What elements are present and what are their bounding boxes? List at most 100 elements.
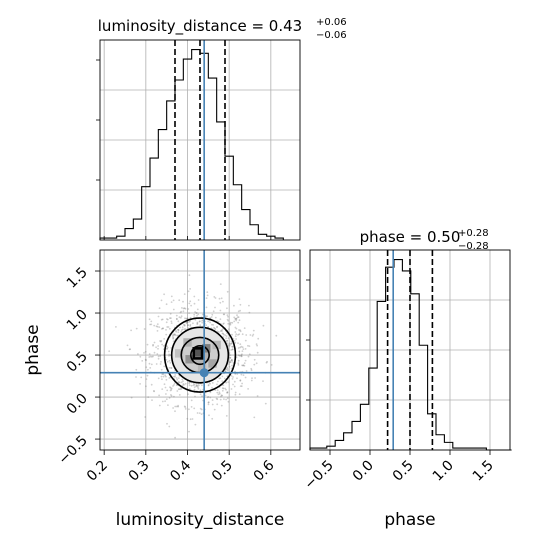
sample-point [144,416,147,418]
sample-point [216,403,219,406]
sample-point [248,345,251,347]
sample-point [179,388,182,390]
sample-point [178,316,181,319]
hist-panel-phase: −0.5 0.0 0.5 1.0 1.5 phase = 0.50 +0.28 −0.2… [301,228,512,530]
sample-point [241,364,244,367]
sample-point [234,391,237,394]
hist1-title-sup: +0.06 [316,17,347,28]
sample-point [189,300,192,303]
sample-point [221,330,224,332]
sample-point [237,347,240,349]
sample-point [211,386,213,389]
sample-point [214,316,217,319]
sample-point [175,314,178,317]
sample-point [178,394,181,396]
sample-point [251,335,254,337]
sample-point [242,364,245,367]
sample-point [157,377,160,380]
sample-point [157,357,160,360]
sample-point [176,318,178,321]
sample-point [172,407,175,409]
sample-point [201,320,203,322]
sample-point [160,368,163,371]
sample-point [245,334,248,336]
sample-point [211,323,213,326]
sample-point [115,326,117,328]
hist1-title-sub: −0.06 [316,30,347,41]
sample-point [183,328,186,330]
sample-point [189,323,192,326]
sample-point [166,345,169,348]
sample-point [176,334,179,337]
sample-point [194,319,197,321]
sample-point [168,425,171,428]
sample-point [145,359,147,361]
sample-point [169,387,172,389]
sample-point [174,405,177,408]
sample-point [225,381,228,384]
sample-point [159,340,161,342]
sample-point [143,352,145,354]
sample-point [165,358,168,361]
sample-point [178,388,181,390]
sample-point [216,325,219,328]
sample-point [183,307,186,309]
sample-point [177,329,180,331]
sample-point [173,375,175,378]
sample-point [213,326,215,329]
sample-point [173,334,175,337]
sample-point [165,333,168,336]
sample-point [237,359,240,362]
sample-point [219,283,222,285]
sample-point [157,345,160,347]
sample-point [230,359,233,362]
sample-point [270,364,273,366]
sample-point [153,390,156,393]
x-tick-label: 0.5 [390,458,417,485]
sample-point [174,375,177,378]
x-tick-label: 0.2 [84,458,111,485]
sample-point [184,382,187,385]
sample-point [216,326,218,329]
sample-point [239,303,242,306]
sample-point [220,395,222,398]
sample-point [186,322,188,325]
sample-point [239,309,242,312]
sample-point [220,394,223,397]
sample-point [242,348,245,350]
sample-point [238,350,241,353]
sample-point [183,383,185,386]
sample-point [186,417,189,420]
sample-point [170,301,173,303]
sample-point [170,320,173,323]
sample-point [229,361,232,364]
sample-point [184,307,187,310]
sample-point [182,383,185,385]
sample-point [230,342,233,345]
sample-point [162,375,165,378]
sample-point [150,323,153,326]
sample-point [155,346,158,349]
joint-gridlines [100,250,300,450]
sample-point [185,452,187,454]
sample-point [249,334,252,336]
density-cell [197,363,207,372]
sample-point [233,385,236,388]
sample-point [243,327,246,329]
sample-point [188,382,191,385]
sample-point [222,313,225,316]
sample-point [172,340,175,343]
sample-point [199,324,202,327]
sample-point [207,384,210,387]
sample-point [183,324,186,327]
sample-point [193,295,196,298]
sample-point [189,316,192,319]
sample-point [144,358,147,361]
sample-point [234,317,237,320]
sample-point [148,318,151,321]
sample-point [170,387,173,390]
sample-point [235,319,238,322]
sample-point [206,291,209,294]
sample-point [223,322,225,325]
